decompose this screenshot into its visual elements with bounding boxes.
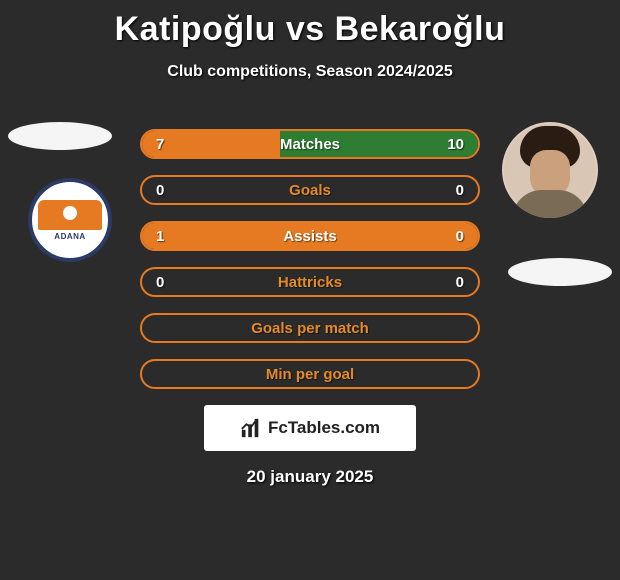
stat-label: Goals — [142, 177, 478, 203]
stat-row: 710Matches — [140, 129, 480, 159]
stat-label: Matches — [142, 131, 478, 157]
player2-shadow-ellipse — [508, 258, 612, 286]
stat-row: 10Assists — [140, 221, 480, 251]
stat-label: Assists — [142, 223, 478, 249]
stat-row: Min per goal — [140, 359, 480, 389]
logo-text: FcTables.com — [268, 418, 380, 438]
title-part: ğ — [453, 10, 474, 48]
stat-row: 00Goals — [140, 175, 480, 205]
generated-date: 20 january 2025 — [0, 467, 620, 487]
player1-shadow-ellipse — [8, 122, 112, 150]
stat-label: Min per goal — [142, 361, 478, 387]
stat-row: Goals per match — [140, 313, 480, 343]
stat-row: 00Hattricks — [140, 267, 480, 297]
page-title: Katipoğlu vs Bekaroğlu — [0, 0, 620, 49]
fctables-logo[interactable]: FcTables.com — [204, 405, 416, 451]
title-part: ğ — [223, 10, 244, 48]
bar-chart-icon — [240, 417, 262, 439]
title-part: Katipo — [115, 10, 224, 48]
badge-text: ADANA — [54, 232, 85, 241]
stats-container: 710Matches 00Goals 10Assists 00Hattricks Goa… — [140, 129, 480, 389]
avatar-shirt — [512, 190, 588, 218]
badge-ball-icon — [61, 204, 79, 222]
player1-club-badge: ADANA — [28, 178, 112, 262]
subtitle: Club competitions, Season 2024/2025 — [0, 63, 620, 81]
title-part: lu — [474, 10, 505, 48]
player2-avatar — [502, 122, 598, 218]
stat-label: Goals per match — [142, 315, 478, 341]
title-part: lu vs Bekaro — [245, 10, 453, 48]
stat-label: Hattricks — [142, 269, 478, 295]
badge-stripe — [38, 200, 102, 230]
